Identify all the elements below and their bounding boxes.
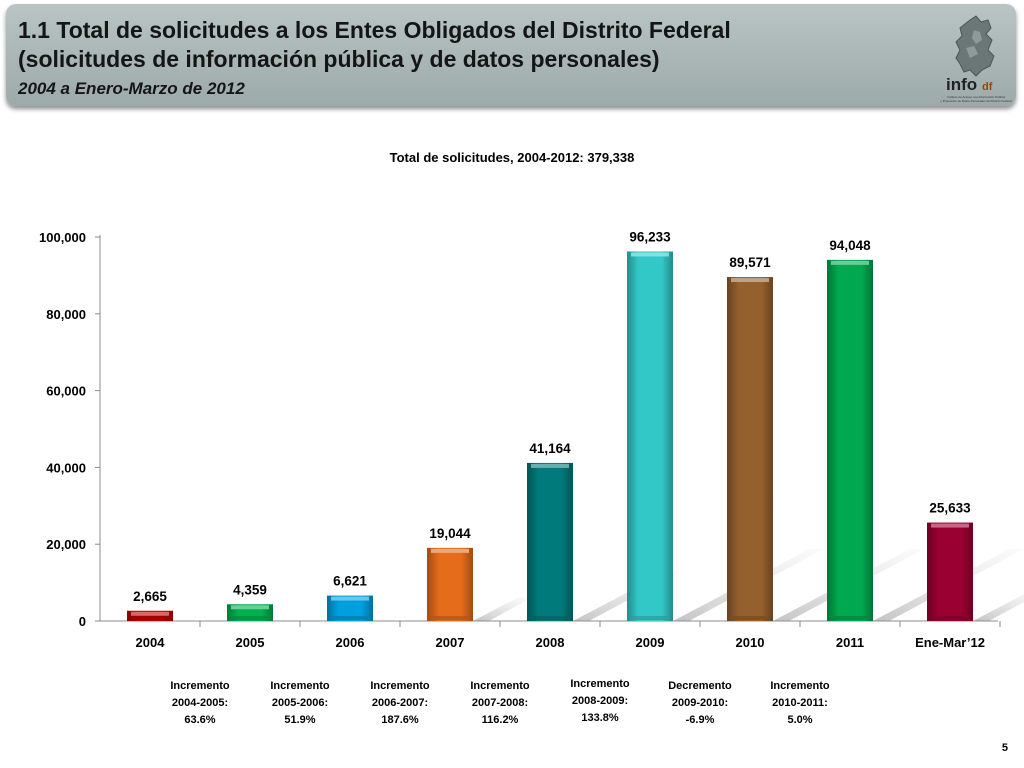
value-label: 6,621: [333, 574, 367, 589]
value-label: 25,633: [929, 501, 971, 516]
x-tick-label: 2006: [336, 635, 365, 650]
bar-highlight: [731, 278, 769, 283]
bar-highlight: [931, 523, 969, 528]
bar-highlight: [131, 611, 169, 616]
chart-title: Total de solicitudes, 2004-2012: 379,338: [389, 150, 635, 165]
bar-base: [731, 616, 769, 620]
change-notes: Incremento 2004-2005: 63.6% Incremento 2005…: [0, 676, 1024, 736]
bar-shadow: [473, 597, 532, 621]
map-silhouette-icon: [955, 15, 995, 77]
x-tick-label: 2007: [436, 635, 465, 650]
bar: [527, 462, 573, 621]
logo-wordmark: info: [946, 75, 977, 94]
slide-title: 1.1 Total de solicitudes a los Entes Obl…: [18, 16, 878, 74]
bar-highlight: [231, 605, 269, 610]
logo-suffix: df: [982, 81, 993, 93]
x-tick-label: 2009: [636, 635, 665, 650]
bar-highlight: [431, 548, 469, 553]
x-tick-label: 2005: [236, 635, 265, 650]
bar-base: [631, 616, 669, 620]
y-tick-label: 0: [79, 614, 86, 629]
bar-base: [931, 616, 969, 620]
x-tick-label: 2010: [736, 635, 765, 650]
value-label: 2,665: [133, 589, 167, 604]
slide-title-line2: (solicitudes de información pública y de…: [18, 46, 660, 72]
bar-base: [331, 616, 369, 620]
value-label: 96,233: [629, 229, 671, 244]
bar-chart: 0 20,000 40,000 60,000 80,000 100,000 2004 2,6…: [39, 229, 1024, 650]
bar: [927, 522, 973, 621]
change-note: Incremento 2007-2008: 116.2%: [470, 680, 530, 726]
bar-base: [531, 616, 569, 620]
bar-shadow: [973, 594, 1024, 621]
slide-title-line1: 1.1 Total de solicitudes a los Entes Obl…: [18, 17, 731, 43]
bar-highlight: [331, 596, 369, 601]
bar: [627, 251, 673, 622]
y-tick-label: 40,000: [46, 460, 86, 475]
x-tick-label: 2008: [536, 635, 565, 650]
change-note: Decremento 2009-2010: -6.9%: [668, 680, 732, 726]
change-note: Incremento 2010-2011: 5.0%: [770, 680, 830, 726]
bar-base: [131, 616, 169, 620]
bar-highlight: [631, 252, 669, 257]
bar-base: [231, 616, 269, 620]
bar: [427, 547, 473, 621]
bar: [127, 610, 173, 621]
bar-highlight: [831, 260, 869, 265]
infodf-logo: info df Instituto de Acceso a la Informa…: [940, 15, 1012, 103]
change-note: Incremento 2006-2007: 187.6%: [370, 680, 430, 726]
y-tick-label: 20,000: [46, 537, 86, 552]
slide-subtitle: 2004 a Enero-Marzo de 2012: [18, 79, 245, 98]
chart-bars: [127, 251, 973, 622]
change-note: Incremento 2008-2009: 133.8%: [570, 678, 630, 724]
x-tick-label: 2011: [836, 635, 864, 650]
value-label: 89,571: [729, 255, 771, 270]
x-tick-label: Ene-Mar’12: [915, 635, 985, 650]
value-label: 41,164: [529, 441, 571, 456]
x-tick-label: 2004: [136, 635, 166, 650]
y-tick-label: 80,000: [46, 307, 86, 322]
page-number: 5: [1001, 742, 1008, 754]
slide-header: 1.1 Total de solicitudes a los Entes Obl…: [6, 4, 1016, 106]
value-label: 94,048: [829, 238, 871, 253]
bar: [827, 259, 873, 621]
bar: [727, 277, 773, 621]
change-note: Incremento 2005-2006: 51.9%: [270, 680, 330, 726]
chart-labels: 2004 2,665 2005 4,359 2006 6,621 2007 19,044 200…: [133, 229, 985, 650]
logo-caption-line1: Instituto de Acceso a la Información Púb…: [947, 95, 1005, 99]
value-label: 19,044: [429, 526, 471, 541]
y-tick-label: 100,000: [39, 230, 86, 245]
change-note: Incremento 2004-2005: 63.6%: [170, 680, 230, 726]
logo-caption-line2: y Protección de Datos Personales del Dis…: [940, 99, 1012, 103]
bar-highlight: [531, 463, 569, 468]
bar-base: [831, 616, 869, 620]
bar-base: [431, 616, 469, 620]
value-label: 4,359: [233, 582, 267, 597]
y-tick-label: 60,000: [46, 384, 86, 399]
